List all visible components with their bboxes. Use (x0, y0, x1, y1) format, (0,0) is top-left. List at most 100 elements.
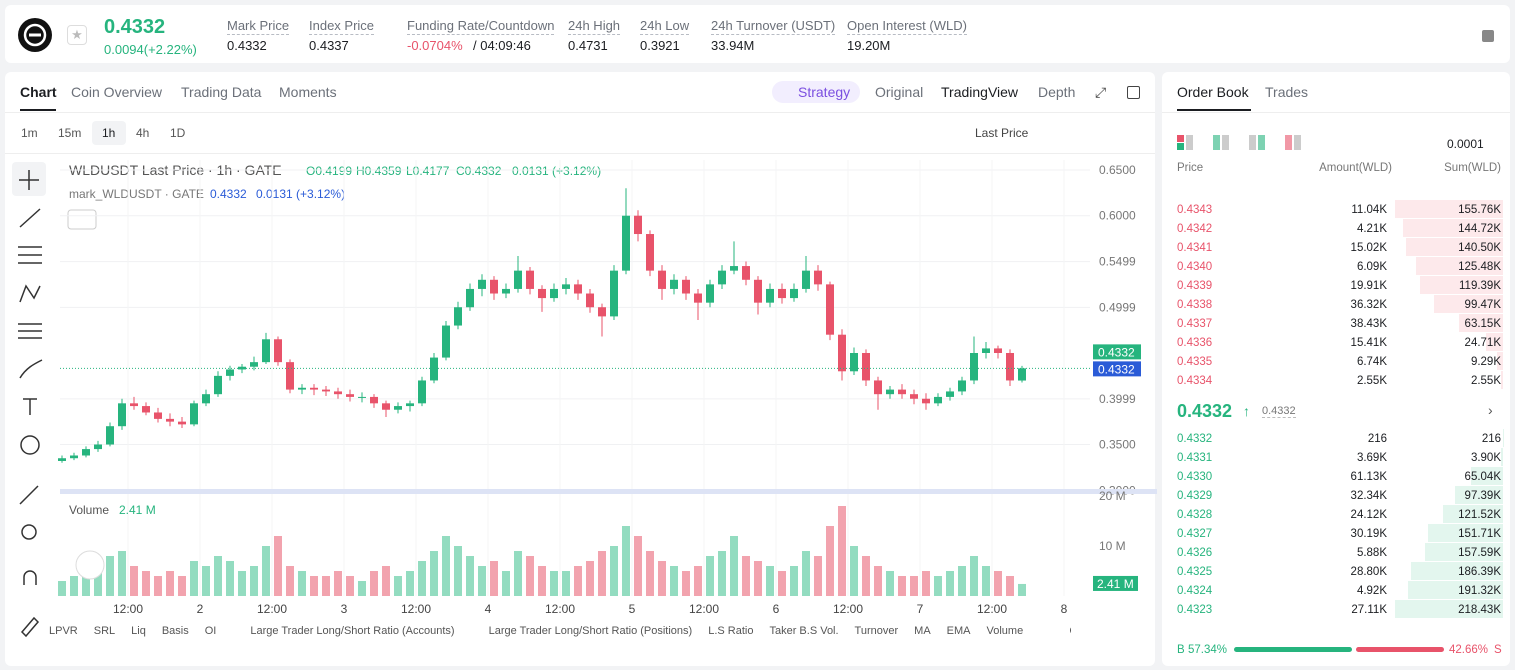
book-sum: 3.90K (1470, 452, 1501, 464)
volume-bar (898, 576, 906, 596)
candle-body (586, 293, 594, 308)
interval[interactable]: 15m (58, 126, 82, 140)
book-price: 0.4336 (1177, 337, 1213, 349)
icon[interactable] (1482, 30, 1494, 42)
volume-bar (430, 551, 438, 596)
tab[interactable]: Depth (1038, 84, 1076, 100)
indicator[interactable]: Turnover (854, 625, 899, 637)
candle-body (610, 270, 618, 317)
legend-text: 0.0131 (+3.12%) (256, 187, 345, 201)
book-price: 0.4334 (1177, 375, 1213, 387)
volume-bar (634, 536, 642, 596)
indicator[interactable]: L.S Ratio (708, 625, 754, 637)
candle-body (70, 455, 78, 459)
book-tab[interactable]: Trades (1265, 84, 1309, 100)
icon[interactable] (1127, 86, 1140, 99)
volume-title: Volume (69, 503, 109, 517)
candle-body (430, 357, 438, 381)
tab-underline (1177, 109, 1251, 111)
x-tick-label: 12:00 (977, 602, 1007, 616)
indicator[interactable]: EMA (946, 625, 971, 637)
price-type[interactable]: Last Price (975, 126, 1029, 140)
volume-bar (1018, 583, 1026, 596)
volume-bar (934, 576, 942, 596)
book-sum: 155.76K (1458, 204, 1501, 216)
volume-bar (130, 566, 138, 596)
book-amount: 19.91K (1350, 280, 1387, 292)
volume-bar (550, 571, 558, 596)
volume-tag-text: 2.41 M (1097, 577, 1134, 591)
volume-bar (706, 556, 714, 596)
interval[interactable]: 1h (102, 126, 116, 140)
candle-body (406, 403, 414, 407)
book-sum: 24.71K (1464, 337, 1501, 349)
column-header: Price (1177, 162, 1204, 174)
candle-body (166, 418, 174, 422)
interval[interactable]: 1m (21, 126, 38, 140)
sell-tag: S (1494, 644, 1502, 656)
indicator[interactable]: Large Trader Long/Short Ratio (Accounts) (250, 625, 455, 637)
interval[interactable]: 4h (136, 126, 150, 140)
chart: WLDUSDT Last Price · 1h · GATE O0.4199 H0.… (58, 160, 1157, 616)
depth-bar (1442, 505, 1503, 523)
indicator[interactable]: MA (914, 625, 931, 637)
tab-underline (20, 109, 56, 111)
indicator[interactable]: Basis (161, 625, 189, 637)
indicator[interactable]: LPVR (49, 625, 78, 637)
book-view-icons[interactable] (1177, 135, 1307, 156)
indicator[interactable]: Liq (131, 625, 146, 637)
candle-body (202, 394, 210, 404)
precision[interactable]: 0.0001 (1447, 137, 1484, 151)
x-tick-label: 12:00 (113, 602, 143, 616)
favorite[interactable]: ★ (67, 25, 87, 45)
indicator[interactable]: Large Trader Long/Short Ratio (Positions… (488, 625, 693, 637)
volume-bar (970, 556, 978, 596)
chevron[interactable]: › (1488, 402, 1493, 418)
stat-value: 0.4731 (568, 38, 608, 53)
candle-body (910, 394, 918, 399)
candle-body (742, 266, 750, 280)
indicator[interactable]: Taker B.S Vol. (769, 625, 839, 637)
interval[interactable]: 1D (170, 126, 186, 140)
book-price: 0.4339 (1177, 280, 1213, 292)
candle-body (646, 234, 654, 271)
x-tick-label: 12:00 (545, 602, 575, 616)
tab[interactable]: Strategy (798, 84, 851, 100)
candle-body (466, 288, 474, 308)
book-price: 0.4329 (1177, 490, 1213, 502)
indicator[interactable]: SRL (93, 625, 116, 637)
book-tab[interactable]: Order Book (1177, 84, 1249, 100)
sell-ratio: 42.66% (1449, 644, 1489, 656)
depth-bar (1395, 600, 1503, 618)
buy-ratio: 57.34% (1188, 644, 1228, 656)
tab[interactable]: Coin Overview (71, 84, 163, 100)
tab[interactable]: Original (875, 84, 924, 100)
indicator[interactable]: Volume (986, 625, 1024, 637)
volume-bar (334, 571, 342, 596)
tab[interactable]: Chart (20, 84, 57, 100)
stat-label: Open Interest (WLD) (847, 18, 967, 35)
volume-bar (322, 576, 330, 596)
candle-body (958, 380, 966, 392)
candle-body (130, 403, 138, 407)
book-sum: 140.50K (1458, 242, 1501, 254)
x-tick-label: 3 (341, 602, 348, 616)
y-tick-label: 0.3500 (1099, 438, 1136, 452)
volume-bar (958, 566, 966, 596)
book-amount: 36.32K (1350, 299, 1387, 311)
tab[interactable]: TradingView (941, 84, 1019, 100)
legend-text: L0.4177 (406, 164, 450, 178)
indicator[interactable]: OI (204, 625, 217, 637)
stat-label: 24h High (568, 18, 621, 35)
tab[interactable]: Moments (279, 84, 337, 100)
depth-bar (1425, 543, 1503, 561)
icon[interactable]: ⤢ (1095, 84, 1107, 100)
book-amount: 15.41K (1350, 337, 1387, 349)
volume-bar (298, 571, 306, 596)
tab[interactable]: Trading Data (181, 84, 262, 100)
volume-bar (70, 576, 78, 596)
candle-body (226, 369, 234, 376)
volume-bar (478, 566, 486, 596)
candle-body (538, 288, 546, 299)
candle-body (118, 403, 126, 427)
